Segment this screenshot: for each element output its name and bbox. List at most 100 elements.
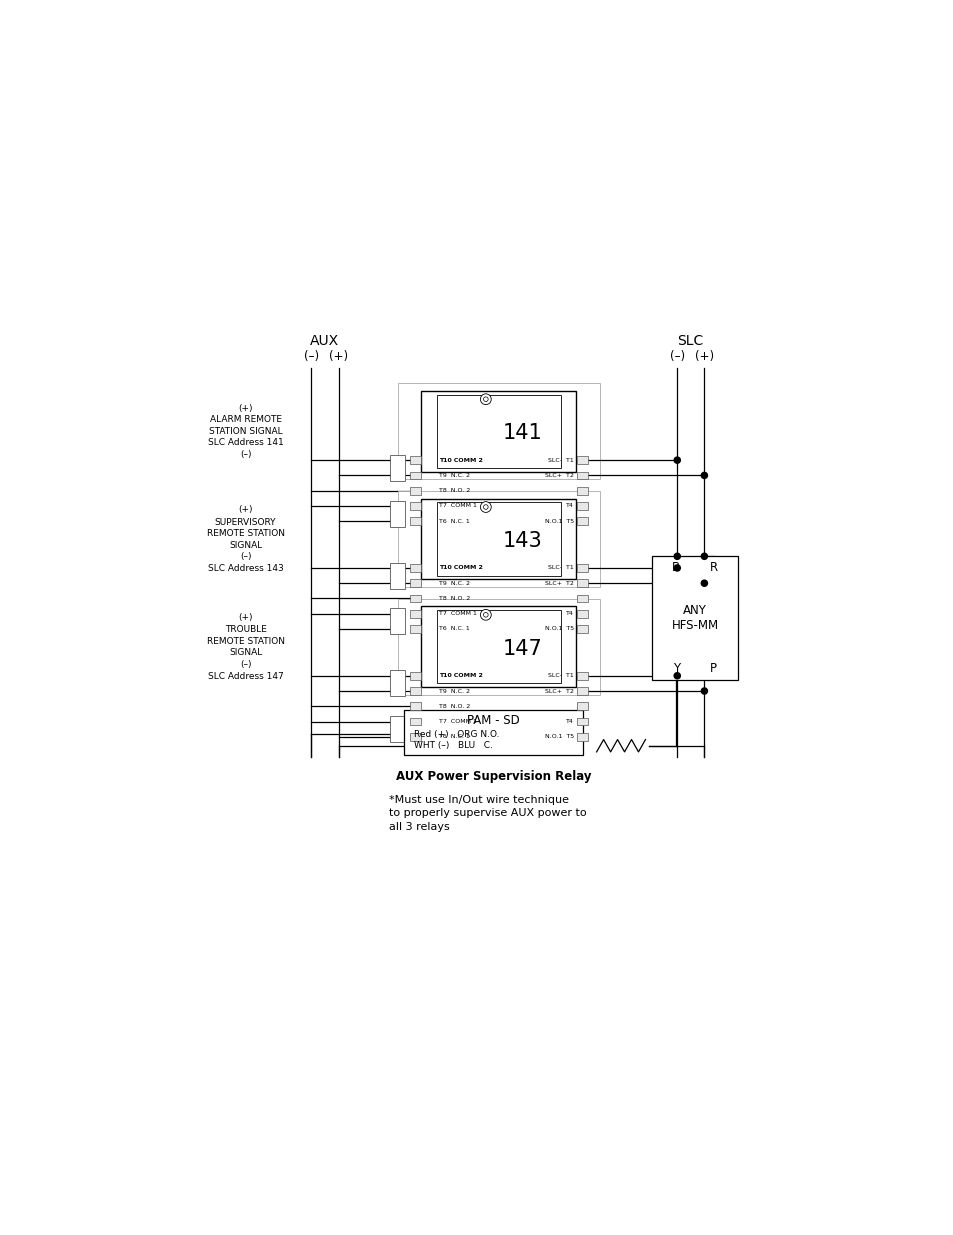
Bar — [577, 610, 587, 618]
Circle shape — [480, 609, 491, 620]
Bar — [404, 710, 582, 755]
Bar — [410, 672, 420, 679]
Text: SIGNAL: SIGNAL — [229, 541, 262, 550]
Text: SLC+  T2: SLC+ T2 — [545, 473, 574, 478]
Text: SLC-  T1: SLC- T1 — [548, 673, 574, 678]
Bar — [577, 564, 587, 572]
Bar — [410, 625, 420, 632]
Text: T9  N.C. 2: T9 N.C. 2 — [439, 580, 470, 585]
Text: 141: 141 — [502, 424, 542, 443]
Circle shape — [700, 688, 707, 694]
Bar — [577, 487, 587, 494]
Text: SLC: SLC — [677, 333, 702, 348]
Text: T4: T4 — [566, 504, 574, 509]
Bar — [390, 609, 405, 635]
Bar — [410, 732, 420, 741]
Text: T6  N.C. 1: T6 N.C. 1 — [439, 519, 470, 524]
Bar — [421, 390, 576, 472]
Text: SLC-  T1: SLC- T1 — [548, 458, 574, 463]
Text: *Must use In/Out wire technique: *Must use In/Out wire technique — [389, 794, 568, 805]
Bar — [390, 454, 405, 480]
Text: SLC+  T2: SLC+ T2 — [545, 689, 574, 694]
Text: AUX: AUX — [310, 333, 339, 348]
Bar — [390, 563, 405, 589]
Text: Red (+)   ORG N.O.: Red (+) ORG N.O. — [414, 730, 498, 739]
Text: T6  N.C. 1: T6 N.C. 1 — [439, 735, 470, 740]
Text: SIGNAL: SIGNAL — [229, 648, 262, 657]
Text: T10 COMM 2: T10 COMM 2 — [439, 458, 482, 463]
Bar — [410, 579, 420, 587]
Bar — [397, 599, 599, 695]
Bar — [577, 517, 587, 525]
Text: N.O.1  T5: N.O.1 T5 — [544, 519, 574, 524]
Text: (+): (+) — [238, 505, 253, 514]
Text: 147: 147 — [502, 638, 542, 659]
Bar — [421, 606, 576, 687]
Text: WHT (–)   BLU   C.: WHT (–) BLU C. — [414, 741, 492, 750]
Text: STATION SIGNAL: STATION SIGNAL — [209, 426, 282, 436]
Bar — [397, 383, 599, 479]
Text: (–): (–) — [239, 659, 251, 669]
Text: to properly supervise AUX power to: to properly supervise AUX power to — [389, 809, 586, 819]
Bar — [410, 472, 420, 479]
Bar — [577, 472, 587, 479]
Text: (–): (–) — [304, 350, 318, 363]
Text: (–): (–) — [239, 552, 251, 561]
Circle shape — [700, 553, 707, 559]
Text: T10 COMM 2: T10 COMM 2 — [439, 673, 482, 678]
Text: T6  N.C. 1: T6 N.C. 1 — [439, 626, 470, 631]
Text: SLC-  T1: SLC- T1 — [548, 566, 574, 571]
Text: N.O.1  T5: N.O.1 T5 — [544, 626, 574, 631]
Circle shape — [480, 501, 491, 513]
Bar — [577, 672, 587, 679]
Text: (+): (+) — [238, 613, 253, 622]
Bar — [390, 500, 405, 526]
Bar — [577, 687, 587, 695]
Text: P: P — [710, 662, 717, 676]
Text: T7  COMM 1: T7 COMM 1 — [439, 504, 476, 509]
Bar — [577, 732, 587, 741]
Text: SLC Address 147: SLC Address 147 — [208, 672, 283, 680]
Text: B: B — [672, 561, 679, 573]
Text: TROUBLE: TROUBLE — [224, 625, 266, 635]
Bar — [410, 487, 420, 494]
Text: REMOTE STATION: REMOTE STATION — [207, 529, 284, 538]
Bar — [390, 716, 405, 742]
Circle shape — [700, 472, 707, 478]
Circle shape — [700, 580, 707, 587]
Bar — [410, 564, 420, 572]
Text: T8  N.O. 2: T8 N.O. 2 — [439, 597, 470, 601]
Circle shape — [480, 394, 491, 405]
Bar — [410, 503, 420, 510]
Text: REMOTE STATION: REMOTE STATION — [207, 637, 284, 646]
Circle shape — [674, 564, 679, 571]
Bar — [577, 594, 587, 603]
Text: T4: T4 — [566, 719, 574, 724]
Circle shape — [674, 457, 679, 463]
Circle shape — [674, 673, 679, 679]
Text: 143: 143 — [502, 531, 542, 551]
Bar — [410, 517, 420, 525]
Bar — [436, 610, 560, 683]
Bar — [410, 610, 420, 618]
Circle shape — [483, 505, 488, 509]
Text: T7  COMM 1: T7 COMM 1 — [439, 611, 476, 616]
Text: T9  N.C. 2: T9 N.C. 2 — [439, 689, 470, 694]
Text: ALARM REMOTE: ALARM REMOTE — [210, 415, 281, 424]
Circle shape — [674, 553, 679, 559]
Bar — [577, 703, 587, 710]
Text: T8  N.O. 2: T8 N.O. 2 — [439, 704, 470, 709]
Bar — [577, 456, 587, 464]
Bar — [410, 687, 420, 695]
Text: T10 COMM 2: T10 COMM 2 — [439, 566, 482, 571]
Text: AUX Power Supervision Relay: AUX Power Supervision Relay — [395, 769, 591, 783]
Bar — [410, 456, 420, 464]
Bar — [577, 503, 587, 510]
Text: (+): (+) — [694, 350, 713, 363]
Text: HFS-MM: HFS-MM — [671, 619, 718, 632]
Bar — [577, 625, 587, 632]
Bar — [436, 503, 560, 576]
Bar — [577, 579, 587, 587]
Text: ANY: ANY — [682, 604, 706, 616]
Text: PAM - SD: PAM - SD — [467, 714, 519, 727]
